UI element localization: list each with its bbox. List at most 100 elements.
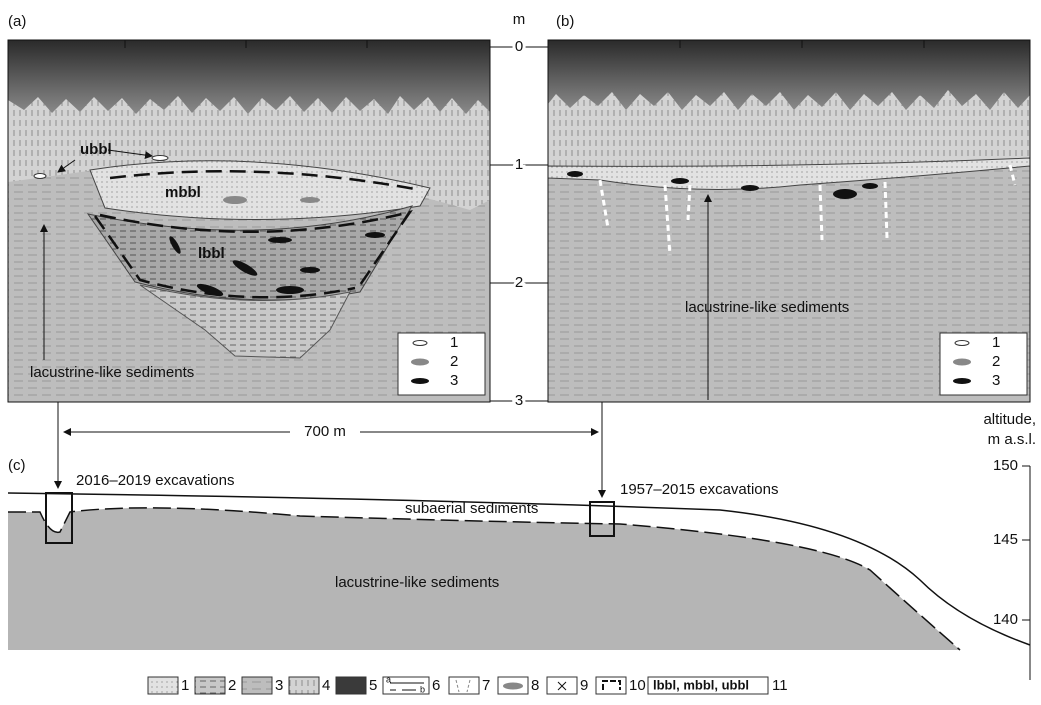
- axis-title: m a.s.l.: [988, 431, 1036, 448]
- sediment-label: lacustrine-like sediments: [30, 364, 194, 381]
- excavation-label: 1957–2015 excavations: [620, 481, 778, 498]
- excavation-box: [589, 501, 615, 537]
- shape: [300, 267, 320, 273]
- bones-white: [33, 155, 169, 179]
- altitude-ticks: [1022, 465, 1030, 621]
- legend-label: 1: [992, 334, 1000, 351]
- shape: [557, 681, 567, 691]
- distance-label: 700 m: [304, 423, 346, 440]
- bones: [567, 171, 878, 199]
- excavation-label: 2016–2019 excavations: [76, 472, 234, 489]
- shape: [288, 676, 320, 695]
- shape: [33, 173, 47, 179]
- panel-label: (b): [556, 13, 574, 30]
- legend-number: 9: [580, 677, 588, 694]
- legend-icon: [411, 358, 429, 366]
- mbbl-layer: [89, 160, 431, 220]
- altitude-tick: 150: [993, 457, 1018, 474]
- scale-tick: 3: [515, 392, 523, 409]
- dark-top-layer: [8, 40, 490, 114]
- shape: [300, 197, 320, 203]
- cracks: [598, 164, 1017, 256]
- legend-number: 3: [275, 677, 283, 694]
- shape: [663, 184, 672, 256]
- legend-icon: [412, 340, 428, 346]
- legend-number: 8: [531, 677, 539, 694]
- shape: [686, 184, 692, 221]
- lower-fill: [139, 284, 351, 359]
- axis-title: altitude,: [983, 411, 1036, 428]
- shape: [223, 196, 247, 204]
- shape: [862, 183, 878, 189]
- shape: [335, 676, 367, 695]
- legend-label: 2: [992, 353, 1000, 370]
- legend-number: 11: [772, 677, 788, 694]
- legend-sub: a: [386, 674, 391, 684]
- sediment-label: lacustrine-like sediments: [335, 574, 499, 591]
- top-ticks: [124, 40, 368, 48]
- legend-box: [939, 332, 1028, 396]
- panel-label: (a): [8, 13, 26, 30]
- panel-c: 2016–2019 excavations 1957–2015 excavati…: [7, 411, 1036, 680]
- bones: [169, 232, 385, 297]
- legend-number: 5: [369, 677, 377, 694]
- shape: [268, 237, 292, 243]
- sediment-label: subaerial sediments: [405, 500, 538, 517]
- unit-label: lbbl: [198, 245, 225, 262]
- legend-number: 10: [629, 677, 646, 694]
- shape: [647, 676, 769, 695]
- top-ticks: [679, 40, 925, 48]
- shape: [503, 682, 523, 690]
- legend-label: 2: [450, 353, 458, 370]
- panel-label: (c): [8, 457, 26, 474]
- bones-grey: [223, 196, 320, 204]
- shape: [151, 155, 169, 161]
- legend-number: 4: [322, 677, 330, 694]
- shape: [365, 232, 385, 238]
- lbbl-layer: [86, 205, 414, 301]
- legend-number: 1: [181, 677, 189, 694]
- legend-label: 3: [992, 372, 1000, 389]
- legend-units: lbbl, mbbl, ubbl: [653, 677, 749, 692]
- scale-unit: m: [513, 11, 526, 28]
- shape: [232, 260, 258, 276]
- shape: [602, 680, 621, 690]
- frame: [7, 39, 491, 403]
- shape: [147, 676, 179, 695]
- shape: [241, 676, 273, 695]
- lacustrine-body: [8, 507, 960, 650]
- legend-number: 7: [482, 677, 490, 694]
- scale-tick: 2: [515, 274, 523, 291]
- shape: [455, 679, 471, 693]
- legend-icon: [953, 358, 971, 366]
- altitude-tick: 140: [993, 611, 1018, 628]
- depth-scale: m 0 1 2 3: [490, 11, 548, 412]
- legend-number: 6: [432, 677, 440, 694]
- shape: [741, 185, 759, 191]
- legend: 1 2 3 4 5 a b 6 7 8 9 10 lbbl, mbbl, ubb…: [147, 674, 788, 695]
- scale-tick: 0: [515, 38, 523, 55]
- shape: [1008, 164, 1017, 186]
- unit-label: mbbl: [165, 184, 201, 201]
- shape: [194, 676, 226, 695]
- legend-label: 1: [450, 334, 458, 351]
- unit-label: ubbl: [80, 141, 112, 158]
- sediment-boundary: [8, 507, 961, 651]
- excavation-box: [45, 492, 73, 544]
- shape: [818, 184, 824, 241]
- legend-icon: [411, 378, 429, 384]
- thin-layer: [547, 157, 1031, 190]
- shape: [169, 236, 181, 254]
- arrow: [107, 149, 153, 160]
- shape: [598, 179, 610, 229]
- dark-top-layer: [548, 40, 1030, 110]
- shape: [595, 676, 627, 695]
- shape: [448, 676, 480, 695]
- panel-a: ubbl mbbl lbbl lacustrine-like sediments…: [7, 13, 491, 403]
- panel-b: lacustrine-like sediments 1 2 3 (b): [547, 13, 1031, 403]
- frame: [547, 39, 1031, 403]
- arrow: [57, 159, 76, 173]
- legend-icon: [953, 378, 971, 384]
- sediment-label: lacustrine-like sediments: [685, 299, 849, 316]
